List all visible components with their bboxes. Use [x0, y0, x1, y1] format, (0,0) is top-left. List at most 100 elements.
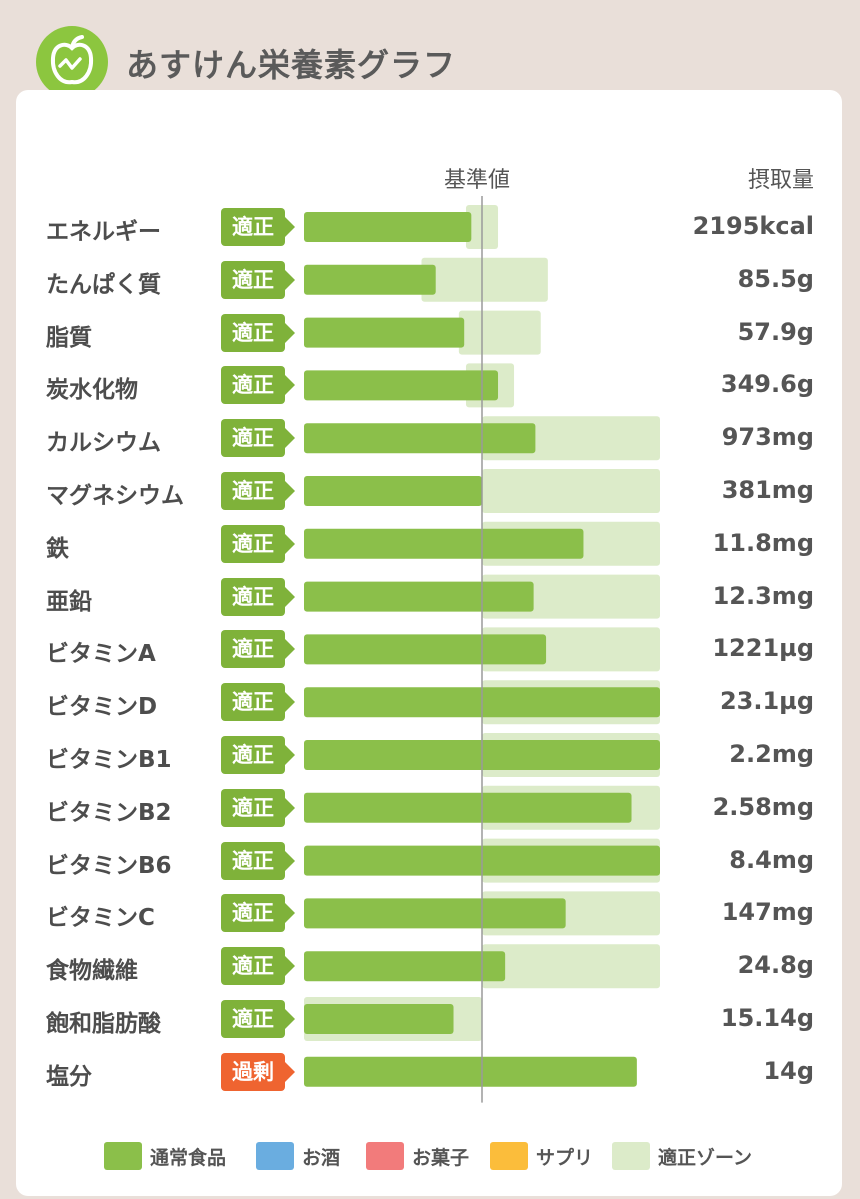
status-badge: 適正 [221, 260, 295, 299]
intake-bar-0 [304, 212, 472, 242]
intake-bar-4 [304, 423, 536, 454]
appropriate-zone-1 [421, 257, 548, 302]
intake-value: 24.8g [737, 951, 814, 980]
status-badge: 適正 [221, 472, 295, 510]
nutrient-row: 脂質 適正 57.9g [0, 308, 860, 360]
status-badge: 適正 [221, 947, 295, 986]
nutrient-row: カルシウム 適正 973mg [0, 413, 860, 465]
status-badge: 適正 [221, 524, 295, 563]
intake-bar-6 [304, 528, 584, 559]
intake-value: 14g [763, 1056, 814, 1085]
intake-value: 349.6g [720, 370, 814, 399]
status-badge: 適正 [221, 841, 295, 880]
apple-logo-icon [36, 26, 108, 98]
nutrient-row: ビタミンD 適正 23.1µg [0, 677, 860, 729]
appropriate-zone-2 [458, 310, 541, 355]
nutrient-row: マグネシウム 適正 381mg [0, 466, 860, 518]
nutrient-label: たんぱく質 [46, 271, 161, 298]
intake-bar-2 [304, 317, 465, 348]
intake-value: 381mg [721, 476, 814, 504]
nutrient-label: 亜鉛 [46, 588, 92, 615]
status-badge: 適正 [221, 313, 295, 352]
legend-swatch [256, 1142, 294, 1170]
legend-label: お菓子 [412, 1147, 470, 1169]
legend-label: お酒 [302, 1147, 341, 1169]
nutrient-label: 炭水化物 [46, 377, 138, 404]
status-badge: 適正 [221, 788, 295, 827]
intake-value: 8.4mg [729, 845, 814, 874]
intake-value: 57.9g [737, 317, 814, 346]
intake-value: 1221µg [712, 634, 814, 663]
intake-bar-8 [304, 634, 547, 665]
legend-swatch [104, 1142, 142, 1170]
reference-column-header: 基準値 [444, 168, 511, 193]
intake-value: 11.8mg [712, 528, 814, 557]
nutrient-label: 食物繊維 [46, 958, 138, 985]
intake-bar-5 [304, 476, 482, 506]
nutrient-label: ビタミンC [46, 905, 155, 932]
intake-value: 85.5g [737, 264, 814, 293]
legend-label: 通常食品 [150, 1147, 227, 1169]
appropriate-zone-5 [482, 469, 660, 513]
appropriate-zone-14 [482, 944, 660, 989]
nutrient-label: ビタミンA [46, 641, 156, 668]
nutrient-row: たんぱく質 適正 85.5g [0, 255, 860, 307]
status-badge: 適正 [221, 419, 295, 458]
nutrient-label: 脂質 [46, 324, 92, 351]
intake-bar-1 [304, 264, 436, 295]
intake-value: 147mg [721, 898, 814, 927]
chart-legend: 通常食品 お酒 お菓子 サプリ 適正ゾーン [0, 1140, 860, 1174]
nutrient-row: エネルギー 適正 2195kcal [0, 202, 860, 254]
intake-bar-3 [304, 370, 499, 401]
status-badge: 適正 [221, 630, 295, 669]
intake-value: 2195kcal [692, 212, 814, 240]
intake-value: 2.58mg [712, 792, 814, 821]
intake-bar-15 [304, 1004, 454, 1034]
nutrient-label: ビタミンB1 [46, 747, 172, 773]
intake-value: 15.14g [720, 1004, 814, 1032]
intake-value: 2.2mg [729, 740, 814, 768]
legend-label: サプリ [536, 1147, 594, 1169]
nutrient-row: 飽和脂肪酸 適正 15.14g [0, 994, 860, 1046]
legend-swatch [612, 1142, 650, 1170]
status-badge: 適正 [221, 366, 295, 405]
nutrient-row: 炭水化物 適正 349.6g [0, 360, 860, 412]
status-badge: 適正 [221, 736, 295, 774]
nutrient-label: ビタミンB6 [46, 852, 172, 879]
intake-value: 23.1µg [719, 687, 814, 716]
nutrient-row: 塩分 過剰 14g [0, 1047, 860, 1099]
intake-bar-7 [304, 581, 534, 612]
page-title: あすけん栄養素グラフ [126, 46, 457, 84]
intake-bar-14 [304, 951, 506, 982]
nutrient-label: エネルギー [46, 219, 161, 245]
nutrient-label: 鉄 [46, 535, 69, 562]
legend-swatch [366, 1142, 404, 1170]
nutrient-row: 鉄 適正 11.8mg [0, 519, 860, 571]
nutrient-label: マグネシウム [46, 483, 184, 509]
app-header: あすけん栄養素グラフ [0, 0, 860, 120]
nutrient-row: ビタミンB2 適正 2.58mg [0, 783, 860, 835]
nutrient-row: ビタミンB6 適正 8.4mg [0, 836, 860, 888]
intake-bar-16 [304, 1056, 637, 1087]
nutrient-row: ビタミンA 適正 1221µg [0, 624, 860, 676]
nutrient-row: ビタミンB1 適正 2.2mg [0, 730, 860, 782]
nutrient-row: ビタミンC 適正 147mg [0, 888, 860, 940]
nutrient-label: 塩分 [46, 1063, 92, 1090]
status-badge: 適正 [221, 1000, 295, 1038]
status-badge: 適正 [221, 683, 295, 722]
nutrient-row: 食物繊維 適正 24.8g [0, 941, 860, 993]
nutrient-label: 飽和脂肪酸 [46, 1011, 161, 1037]
intake-bar-11 [304, 792, 632, 823]
nutrient-label: ビタミンD [46, 694, 158, 721]
status-badge: 適正 [221, 577, 295, 616]
nutrient-label: ビタミンB2 [46, 799, 172, 826]
intake-value: 973mg [721, 423, 814, 452]
status-badge: 過剰 [221, 1052, 295, 1091]
status-badge: 適正 [221, 208, 295, 246]
status-badge: 適正 [221, 894, 295, 933]
intake-bar-13 [304, 898, 566, 929]
intake-column-header: 摂取量 [747, 168, 814, 193]
legend-swatch [490, 1142, 528, 1170]
intake-value: 12.3mg [712, 581, 814, 610]
